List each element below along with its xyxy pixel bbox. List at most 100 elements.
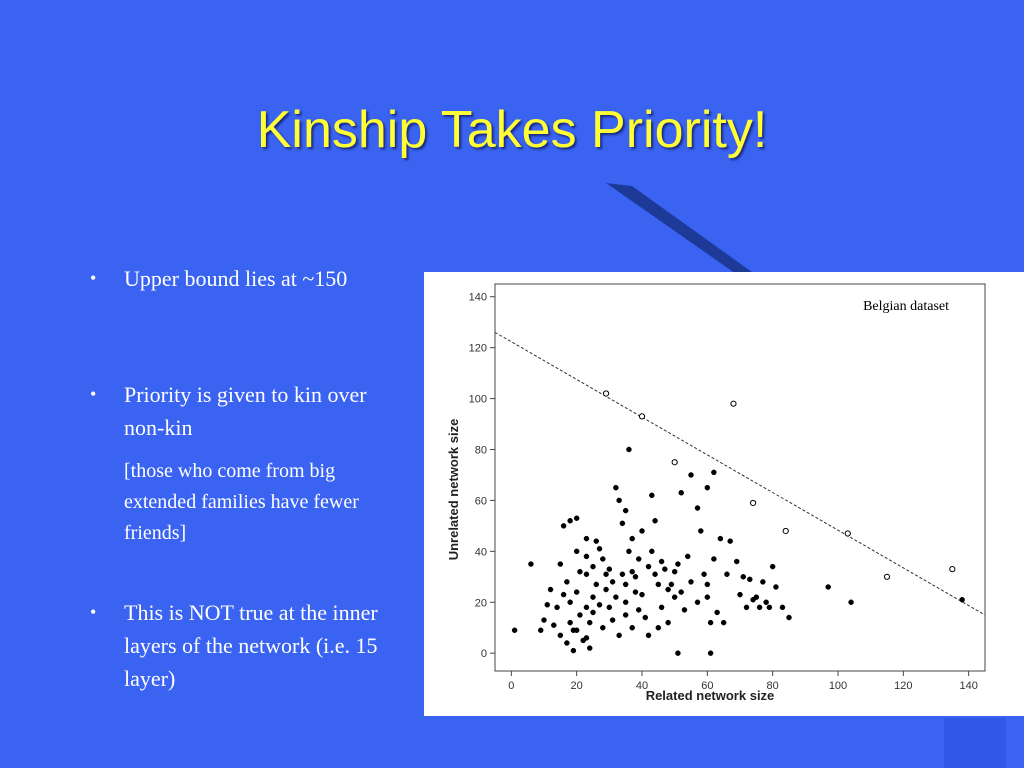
scatter-point (698, 528, 704, 534)
scatter-point (724, 571, 730, 577)
scatter-point (551, 622, 557, 628)
sub-note: [those who come from big extended famili… (124, 460, 359, 544)
bullet-text: This is NOT true at the inner layers of … (124, 600, 378, 691)
scatter-point-hollow (749, 499, 757, 507)
scatter-point (720, 619, 727, 626)
scatter-point (675, 561, 681, 567)
scatter-point (586, 619, 593, 626)
scatter-point (541, 617, 547, 623)
scatter-point (684, 553, 691, 560)
x-tick-label: 140 (959, 680, 977, 692)
scatter-point (622, 612, 629, 618)
y-tick-label: 80 (475, 444, 487, 456)
scatter-point (583, 553, 590, 560)
scatter-point (665, 619, 671, 626)
scatter-point (711, 556, 717, 562)
scatter-point (753, 594, 760, 600)
scatter-point (733, 558, 740, 565)
scatter-point (573, 627, 580, 634)
x-tick-label: 40 (636, 680, 648, 692)
chart-annotation: Belgian dataset (863, 299, 949, 314)
scatter-point (668, 581, 675, 588)
scatter-point (711, 469, 717, 476)
scatter-point (622, 599, 629, 606)
scatter-point-hollow (602, 390, 610, 397)
scatter-point-hollow (638, 413, 646, 420)
scatter-point-hollow (671, 459, 678, 466)
scatter-point (632, 589, 639, 595)
scatter-point (622, 581, 629, 588)
scatter-point-hollow (730, 400, 737, 407)
scatter-point (626, 446, 632, 453)
scatter-point (603, 571, 609, 577)
scatter-point (560, 523, 567, 529)
scatter-point (596, 546, 603, 552)
y-tick-label: 100 (469, 394, 487, 406)
scatter-point (583, 535, 590, 542)
scatter-point (763, 599, 769, 606)
scatter-point (583, 604, 590, 611)
scatter-point (573, 548, 580, 555)
scatter-point (635, 607, 642, 613)
scatter-point (626, 548, 632, 555)
slide-title: Kinship Takes Priority! (256, 101, 768, 159)
scatter-point (560, 591, 567, 598)
scatter-point (547, 586, 554, 593)
scatter-point (577, 612, 583, 618)
scatter-point (704, 581, 711, 588)
bullet-text: Upper bound lies at ~150 (124, 266, 348, 291)
x-tick-label: 60 (701, 680, 713, 692)
scatter-point (642, 614, 649, 621)
scatter-point (567, 518, 573, 524)
y-tick-label: 0 (481, 648, 487, 660)
scatter-point (786, 614, 792, 621)
scatter-point (537, 627, 544, 634)
scatter-point (596, 602, 603, 608)
scatter-point (649, 492, 655, 499)
scatter-point (639, 591, 645, 598)
scatter-point (564, 640, 570, 646)
scatter-point (573, 589, 580, 595)
scatter-point (639, 528, 645, 534)
y-tick-label: 60 (475, 495, 487, 507)
scatter-point (707, 619, 714, 626)
scatter-point (688, 472, 694, 478)
scatter-point (760, 579, 766, 585)
scatter-point (616, 632, 622, 639)
scatter-point (590, 594, 596, 600)
scatter-point (714, 609, 720, 616)
y-tick-label: 40 (475, 546, 487, 558)
scatter-point (704, 594, 711, 600)
scatter-point (635, 556, 642, 562)
scatter-point (554, 604, 560, 611)
y-tick-label: 140 (469, 292, 487, 304)
scatter-point (557, 632, 564, 639)
scatter-point (671, 594, 678, 600)
scatter-point-hollow (782, 527, 789, 535)
scatter-point (678, 589, 684, 595)
scatter-point (622, 507, 629, 514)
scatter-point (606, 566, 613, 572)
scatter-point (681, 607, 688, 613)
scatter-point-hollow (883, 573, 891, 580)
scatter-point (593, 538, 600, 544)
y-tick-label: 20 (475, 597, 487, 609)
scatter-point (662, 566, 668, 572)
scatter-point (747, 576, 753, 583)
scatter-point (740, 574, 747, 580)
scatter-point (727, 538, 733, 544)
scatter-point (613, 594, 619, 600)
x-tick-label: 100 (829, 680, 847, 692)
y-axis-label: Unrelated network size (446, 419, 461, 561)
scatter-point (567, 619, 573, 626)
scatter-point (779, 604, 786, 611)
scatter-point (619, 571, 626, 577)
x-tick-label: 0 (508, 680, 514, 692)
chart-svg: 0 20 40 60 80 100 120 140 0 20 40 60 80 100 120 140 Rela… (446, 283, 986, 703)
scatter-point (825, 584, 831, 590)
scatter-point (694, 599, 701, 606)
scatter-point (609, 579, 616, 585)
scatter-point (707, 650, 714, 656)
scatter-point (959, 596, 965, 603)
scatter-point (528, 561, 534, 567)
